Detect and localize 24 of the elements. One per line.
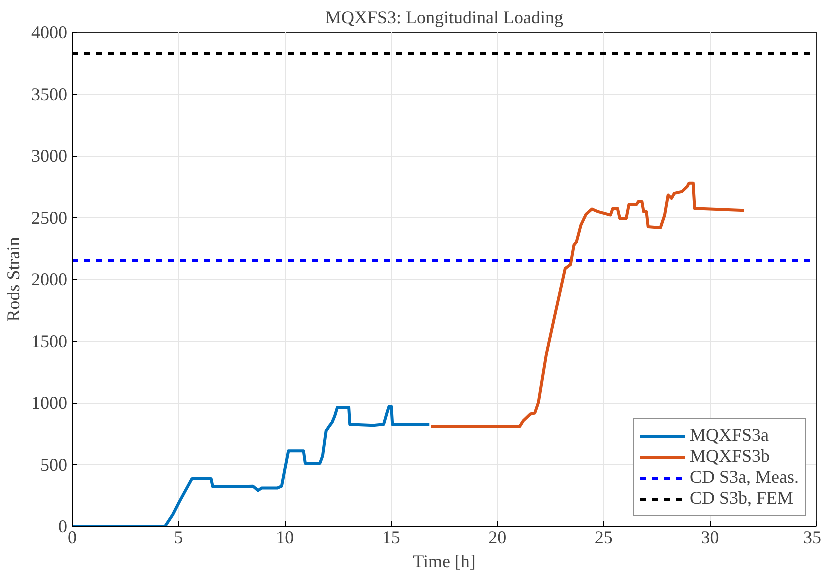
y-tick-label: 4000 <box>32 22 68 42</box>
y-tick-label: 3500 <box>32 84 68 104</box>
y-axis-title: Rods Strain <box>4 237 24 322</box>
y-tick-label: 2000 <box>32 270 68 290</box>
legend-label: MQXFS3b <box>690 446 770 467</box>
x-axis-title: Time [h] <box>413 552 476 572</box>
x-tick-label: 25 <box>594 528 613 548</box>
y-tick-label: 1500 <box>32 331 68 352</box>
x-tick-label: 5 <box>174 528 184 548</box>
y-tick-label: 2500 <box>32 208 68 228</box>
legend-label: MQXFS3a <box>690 425 770 446</box>
x-tick-label: 20 <box>488 528 507 548</box>
line-series <box>430 182 746 428</box>
x-tick-label: 10 <box>276 528 294 548</box>
y-tick-label: 500 <box>40 454 68 475</box>
x-tick-label: 30 <box>701 528 720 548</box>
x-tick-label: 15 <box>382 528 400 548</box>
y-tick-label: 3000 <box>32 146 68 166</box>
legend-label: CD S3a, Meas. <box>690 467 799 488</box>
legend-label: CD S3b, FEM <box>690 488 794 509</box>
x-tick-label: 35 <box>804 528 821 548</box>
chart-title: MQXFS3: Longitudinal Loading <box>326 8 564 28</box>
line-series <box>72 405 432 526</box>
y-tick-label: 1000 <box>32 393 68 413</box>
